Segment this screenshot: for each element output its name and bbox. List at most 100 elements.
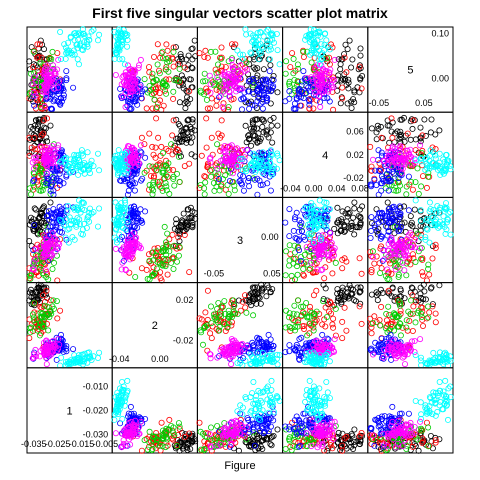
data-point (318, 104, 323, 109)
tick-label-y: -0.020 (83, 405, 109, 415)
data-point (238, 308, 243, 313)
data-point (159, 144, 164, 149)
data-point (275, 90, 280, 95)
data-point (241, 188, 246, 193)
data-point (204, 97, 209, 102)
data-point (333, 260, 338, 265)
data-point (33, 207, 38, 212)
data-point (410, 187, 415, 192)
data-point (165, 48, 170, 53)
data-point (85, 150, 90, 155)
data-point (95, 38, 100, 43)
data-point (283, 71, 288, 76)
data-point (433, 320, 438, 325)
panel-2-2 (112, 112, 198, 197)
data-point (275, 123, 280, 128)
data-point (76, 62, 81, 67)
tick-label-y: -0.02 (343, 173, 364, 183)
data-point (416, 191, 421, 196)
data-point (219, 45, 224, 50)
data-point (32, 206, 37, 211)
data-point (338, 101, 343, 106)
data-point (221, 101, 226, 106)
data-point (342, 305, 347, 310)
data-point (205, 55, 210, 60)
data-point (301, 54, 306, 59)
data-point (277, 158, 282, 163)
data-point (431, 350, 436, 355)
data-point (209, 96, 214, 101)
data-point (202, 71, 207, 76)
data-point (404, 192, 409, 197)
data-point (288, 65, 293, 70)
data-point (413, 137, 418, 142)
data-point (379, 304, 384, 309)
data-point (275, 362, 280, 367)
data-point (59, 230, 64, 235)
data-point (152, 97, 157, 102)
data-point (71, 85, 76, 90)
data-point (311, 328, 316, 333)
data-point (181, 211, 186, 216)
data-point (344, 328, 349, 333)
data-point (338, 62, 343, 67)
data-point (358, 46, 363, 51)
data-point (375, 157, 380, 162)
data-point (64, 69, 69, 74)
tick-label-x: -0.015 (69, 439, 95, 449)
data-point (251, 313, 256, 318)
data-point (41, 205, 46, 210)
data-point (138, 143, 143, 148)
data-point (406, 174, 411, 179)
data-point (379, 266, 384, 271)
data-point (352, 206, 357, 211)
data-point (359, 271, 364, 276)
data-point (302, 252, 307, 257)
data-point (142, 77, 147, 82)
data-point (162, 224, 167, 229)
data-point (340, 85, 345, 90)
data-point (408, 137, 413, 142)
panel-1-2 (112, 27, 198, 113)
data-point (207, 73, 212, 78)
data-point (58, 308, 63, 313)
data-point (428, 130, 433, 135)
data-point (97, 168, 102, 173)
data-point (202, 54, 207, 59)
data-point (416, 249, 421, 254)
data-point (369, 215, 374, 220)
data-point (144, 106, 149, 111)
data-point (390, 135, 395, 140)
data-point (171, 266, 176, 271)
diagonal-label-3: 3 (237, 235, 243, 247)
data-point (220, 104, 225, 109)
data-point (208, 174, 213, 179)
panel-1-4 (283, 27, 368, 113)
data-point (327, 359, 332, 364)
data-point (291, 56, 296, 61)
data-point (176, 253, 181, 258)
data-point (284, 59, 289, 64)
data-point (59, 355, 64, 360)
data-point (404, 273, 409, 278)
data-point (369, 228, 374, 233)
data-point (97, 206, 102, 211)
data-point (147, 70, 152, 75)
tick-label-y: 0.10 (431, 29, 449, 39)
data-point (287, 343, 292, 348)
data-point (58, 29, 63, 34)
data-point (368, 144, 373, 149)
data-point (204, 145, 209, 150)
data-point (205, 288, 210, 293)
data-point (292, 101, 297, 106)
data-point (186, 53, 191, 58)
data-point (44, 362, 49, 367)
data-point (138, 207, 143, 212)
data-point (404, 325, 409, 330)
data-point (132, 188, 137, 193)
data-point (359, 321, 364, 326)
data-point (41, 47, 46, 52)
data-point (143, 155, 148, 160)
data-point (287, 207, 292, 212)
data-point (375, 298, 380, 303)
